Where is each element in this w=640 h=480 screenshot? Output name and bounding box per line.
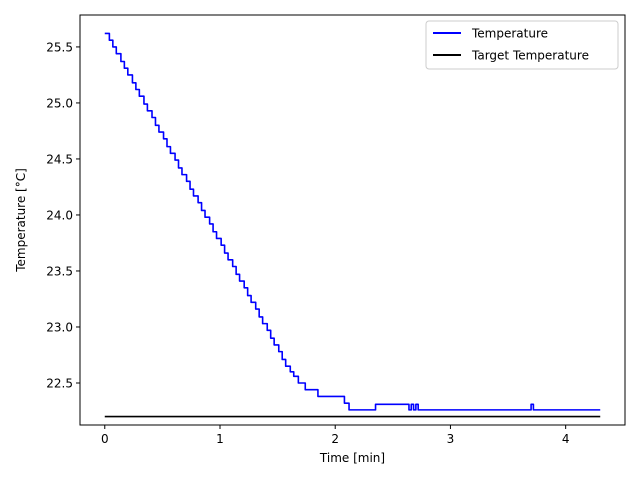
y-tick-label: 23.5 bbox=[46, 264, 73, 278]
y-tick-label: 23.0 bbox=[46, 320, 73, 334]
axes-frame bbox=[79, 14, 626, 426]
y-axis-label: Temperature [°C] bbox=[14, 168, 28, 273]
x-tick-label: 3 bbox=[447, 432, 455, 446]
y-tick-label: 25.5 bbox=[46, 40, 73, 54]
x-axis-label: Time [min] bbox=[319, 451, 385, 465]
legend: Temperature Target Temperature bbox=[425, 20, 619, 70]
y-tick-label: 24.5 bbox=[46, 152, 73, 166]
x-tick-label: 0 bbox=[101, 432, 109, 446]
y-tick-label: 22.5 bbox=[46, 376, 73, 390]
y-axis-ticks: 22.5 23.0 23.5 24.0 24.5 25.0 25.5 bbox=[46, 40, 80, 390]
legend-label-target-temperature: Target Temperature bbox=[471, 49, 589, 63]
x-tick-label: 2 bbox=[331, 432, 339, 446]
x-tick-label: 1 bbox=[216, 432, 224, 446]
y-tick-label: 24.0 bbox=[46, 208, 73, 222]
plot-lines bbox=[104, 32, 601, 418]
legend-label-temperature: Temperature bbox=[471, 27, 548, 41]
x-tick-label: 4 bbox=[562, 432, 570, 446]
y-tick-label: 25.0 bbox=[46, 96, 73, 110]
legend-box bbox=[425, 20, 619, 70]
series-line-temperature bbox=[104, 32, 601, 411]
x-axis-ticks: 0 1 2 3 4 bbox=[101, 425, 570, 446]
